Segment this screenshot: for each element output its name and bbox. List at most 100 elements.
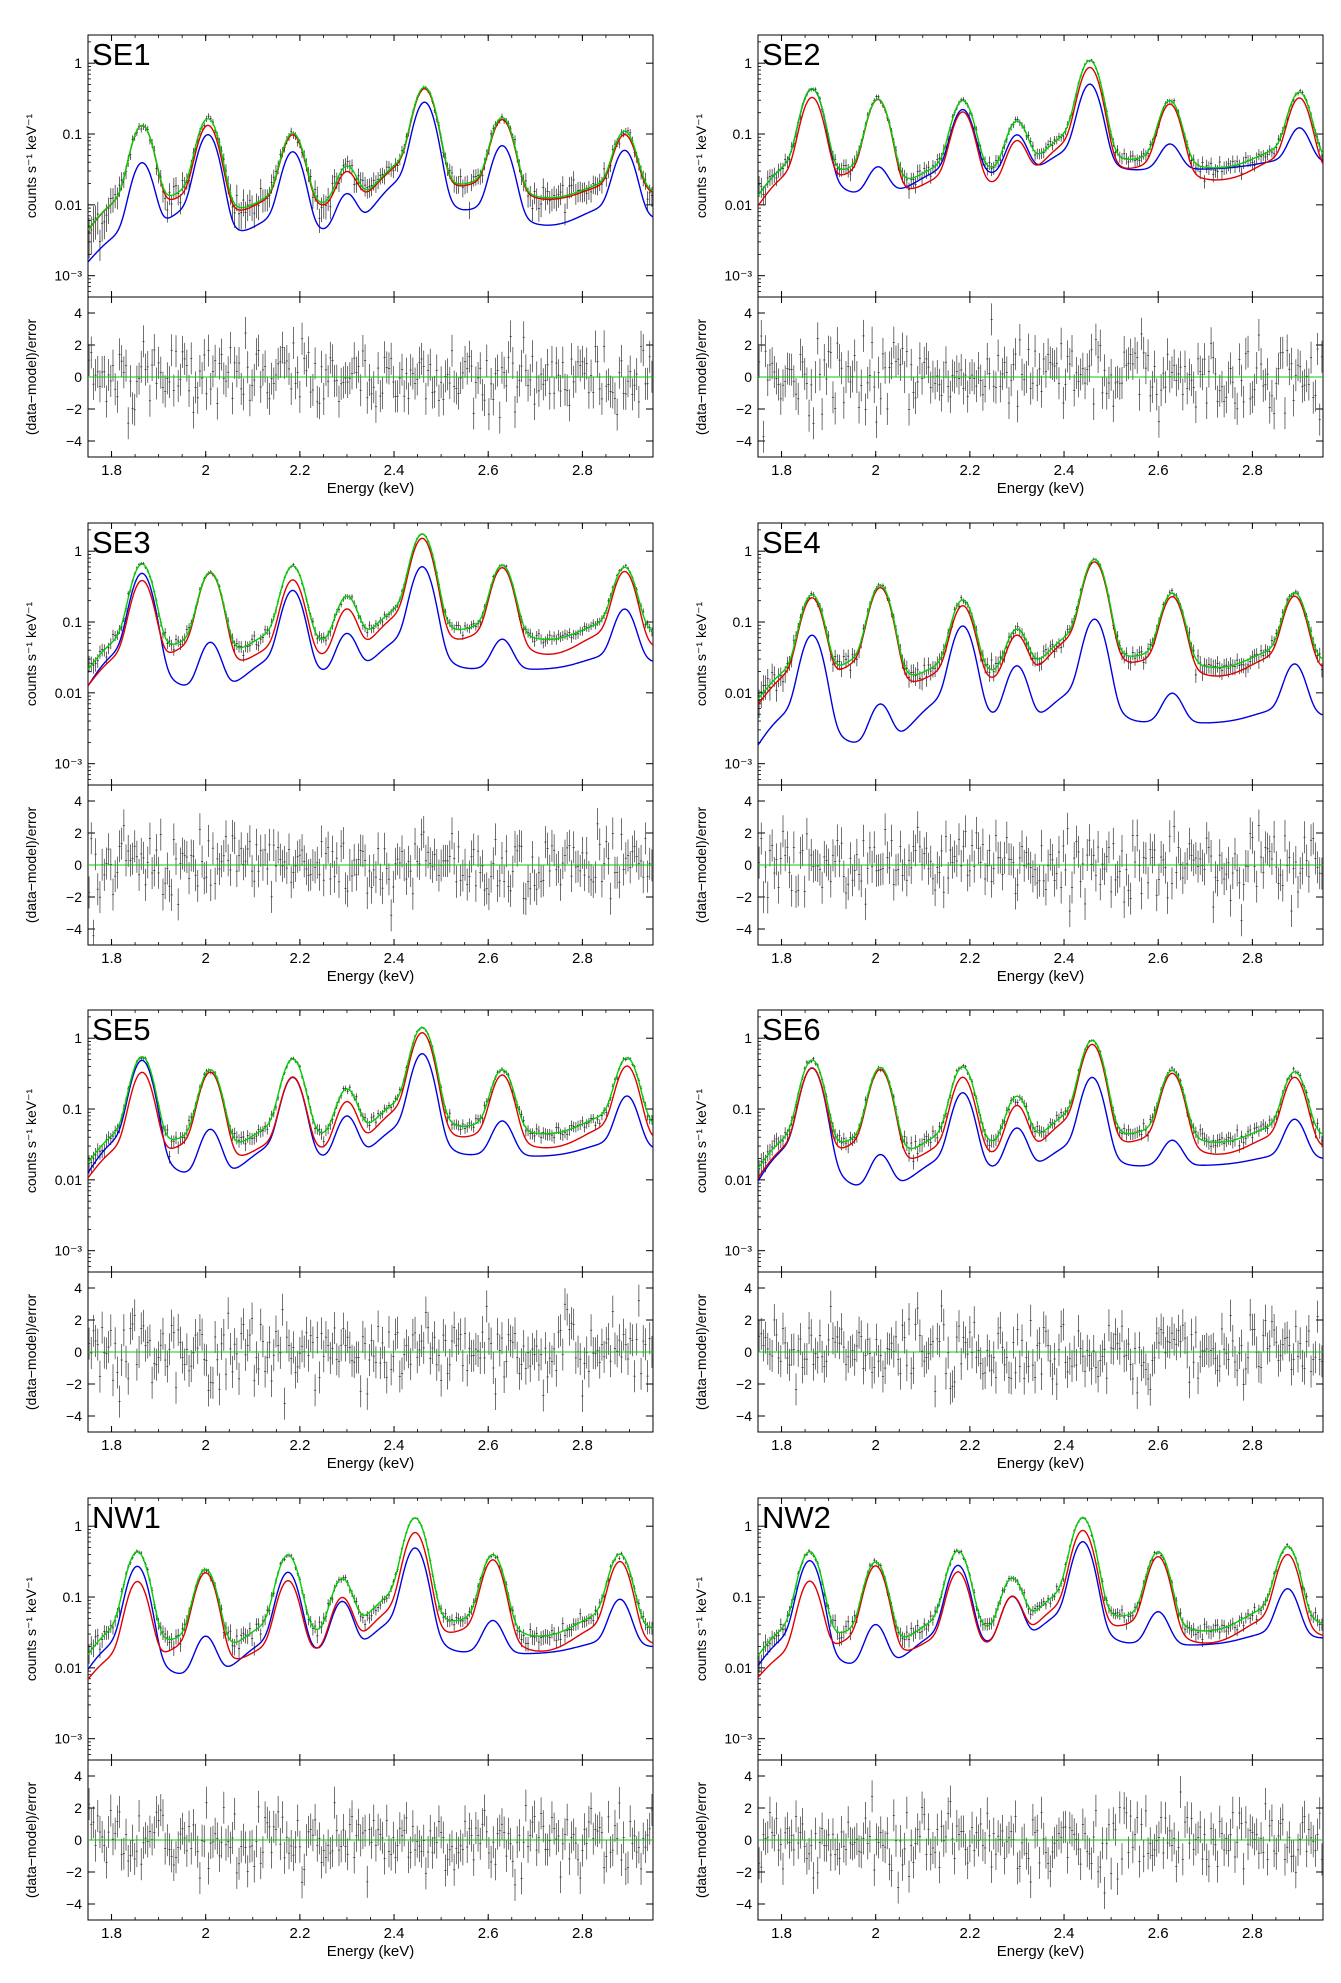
residual-y-tick-label: 2 [744,337,752,353]
x-tick-label: 2.2 [289,1437,310,1454]
x-tick-label: 2.6 [1148,462,1169,479]
residual-y-axis-label: (data−model)/error [23,806,39,923]
y-tick-label: 10⁻³ [724,756,752,772]
x-tick-label: 2.8 [572,462,593,479]
residual-y-tick-label: 2 [74,337,82,353]
residual-y-tick-label: 4 [74,1280,82,1296]
residual-y-tick-label: 4 [74,305,82,321]
residual-points [88,317,653,440]
x-tick-label: 2.2 [289,462,310,479]
x-tick-label: 2.2 [959,462,980,479]
model-component-1 [88,88,653,231]
residual-y-tick-label: 4 [744,305,752,321]
data-points [758,58,1323,206]
spectrum-frame [757,522,1324,786]
residual-points [88,807,653,945]
spectrum-panel-se3: 1.8 2 2.2 2.4 2.6 2.8 10⁻³ 0.01 0.1 1 −4 −2 0 2 4 count… [8,518,678,1006]
x-tick-label: 2.4 [384,462,405,479]
y-tick-label: 10⁻³ [54,1243,82,1259]
x-tick-label: 2 [872,950,880,967]
data-points [88,1026,653,1174]
model-component-2 [758,618,1323,746]
residual-y-axis-label: (data−model)/error [693,806,709,923]
y-tick-label: 1 [74,1030,82,1046]
residual-y-tick-label: 0 [744,369,752,385]
model-total [758,558,1323,700]
data-points [758,557,1323,718]
model-total [758,59,1323,196]
residual-y-axis-label: (data−model)/error [23,318,39,435]
y-axis-label: counts s⁻¹ keV⁻¹ [23,114,39,219]
model-component-2 [88,101,653,263]
y-tick-label: 10⁻³ [724,268,752,284]
x-axis-label: Energy (keV) [327,968,415,985]
panel-title: SE4 [762,525,821,560]
y-axis-label: counts s⁻¹ keV⁻¹ [693,602,709,707]
y-tick-label: 0.1 [63,614,83,630]
x-tick-label: 2.6 [478,950,499,967]
residual-y-tick-label: −4 [736,433,752,449]
panel-title: SE2 [762,37,821,72]
residual-y-tick-label: 0 [744,857,752,873]
spectrum-panel-se5: 1.8 2 2.2 2.4 2.6 2.8 10⁻³ 0.01 0.1 1 −4 −2 0 2 4 count… [8,1005,678,1493]
x-tick-label: 2.8 [572,1437,593,1454]
residual-y-tick-label: −2 [66,1376,82,1392]
x-tick-label: 2.4 [1054,950,1075,967]
panel-title: SE1 [92,37,151,72]
x-axis-label: Energy (keV) [997,968,1085,985]
x-tick-label: 2.8 [1242,462,1263,479]
residual-points [758,809,1323,937]
residual-y-tick-label: 0 [74,1344,82,1360]
y-tick-label: 0.01 [55,685,82,701]
spectrum-panel-se4: 1.8 2 2.2 2.4 2.6 2.8 10⁻³ 0.01 0.1 1 −4 −2 0 2 4 count… [678,518,1341,1006]
residual-y-tick-label: 4 [74,793,82,809]
x-tick-label: 1.8 [101,1437,122,1454]
y-tick-label: 0.01 [725,197,752,213]
x-tick-label: 2.4 [384,1437,405,1454]
x-tick-label: 2 [872,462,880,479]
y-tick-label: 0.1 [63,1101,83,1117]
model-component-2 [88,566,653,687]
y-tick-label: 10⁻³ [54,268,82,284]
y-tick-label: 1 [74,543,82,559]
x-tick-label: 2 [202,462,210,479]
model-total [88,533,653,670]
x-tick-label: 2.6 [478,1437,499,1454]
panel-title: SE3 [92,525,151,560]
spectrum-frame [87,34,654,298]
residual-y-tick-label: −4 [736,921,752,937]
spectrum-svg: 1.8 2 2.2 2.4 2.6 2.8 10⁻³ 0.01 0.1 1 −4 −2 0 2 4 count… [23,1009,654,1472]
y-axis-label: counts s⁻¹ keV⁻¹ [693,114,709,219]
x-tick-label: 1.8 [771,462,792,479]
residual-y-axis-label: (data−model)/error [23,1293,39,1410]
panel-title: SE5 [92,1012,151,1047]
residual-points [758,303,1323,453]
spectrum-panel-se1: 1.8 2 2.2 2.4 2.6 2.8 10⁻³ 0.01 0.1 1 −4 −2 0 2 4 count… [8,30,678,518]
x-tick-label: 2.2 [289,950,310,967]
y-tick-label: 0.1 [63,126,83,142]
x-tick-label: 1.8 [101,462,122,479]
y-tick-label: 0.01 [55,197,82,213]
residual-y-tick-label: −2 [736,401,752,417]
x-tick-label: 2.4 [384,950,405,967]
model-component-1 [88,537,653,687]
y-tick-label: 1 [744,55,752,71]
y-tick-label: 10⁻³ [54,756,82,772]
spectrum-svg: 1.8 2 2.2 2.4 2.6 2.8 10⁻³ 0.01 0.1 1 −4 −2 0 2 4 count… [693,34,1324,497]
x-tick-label: 2.6 [1148,950,1169,967]
residual-y-tick-label: 4 [744,793,752,809]
data-points [88,85,653,261]
y-axis-label: counts s⁻¹ keV⁻¹ [23,602,39,707]
y-tick-label: 1 [744,543,752,559]
residual-y-tick-label: −4 [66,433,82,449]
residual-y-tick-label: −2 [736,889,752,905]
model-total [88,86,653,231]
residual-y-tick-label: 2 [74,1312,82,1328]
spectrum-svg: 1.8 2 2.2 2.4 2.6 2.8 10⁻³ 0.01 0.1 1 −4 −2 0 2 4 count… [693,522,1324,985]
y-tick-label: 0.1 [733,126,753,142]
x-tick-label: 2.2 [959,950,980,967]
model-curves [758,558,1323,746]
y-tick-label: 0.1 [733,614,753,630]
residual-y-tick-label: 0 [74,369,82,385]
